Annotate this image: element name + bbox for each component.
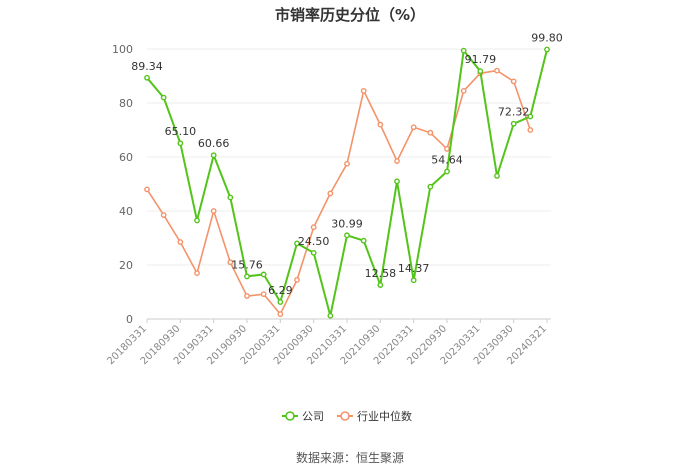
data-point (310, 249, 317, 256)
data-label: 99.80 (531, 32, 563, 45)
data-point (494, 172, 500, 179)
data-label: 54.64 (431, 153, 463, 166)
data-point (410, 277, 417, 284)
data-label: 65.10 (165, 125, 197, 138)
data-point (277, 299, 284, 305)
data-point (294, 276, 300, 283)
data-point (294, 240, 300, 247)
data-point (177, 140, 184, 147)
data-point (210, 208, 217, 214)
y-tick-label: 60 (119, 151, 133, 164)
data-point (427, 129, 434, 136)
data-label: 30.99 (331, 217, 363, 230)
data-point (310, 224, 317, 231)
data-point (377, 282, 384, 288)
data-point (227, 259, 234, 266)
data-label: 6.29 (268, 284, 293, 297)
data-label: 14.37 (398, 262, 430, 275)
data-point (360, 87, 367, 94)
data-point (544, 46, 550, 53)
data-point (527, 113, 534, 120)
series-line (146, 69, 532, 316)
data-label: 15.76 (231, 258, 263, 271)
legend[interactable]: 公司 行业中位数 (282, 409, 412, 423)
data-label: 91.79 (465, 53, 497, 66)
data-point (160, 212, 167, 218)
y-tick-label: 80 (119, 97, 133, 110)
legend-item[interactable]: 行业中位数 (337, 409, 412, 423)
data-point (377, 121, 384, 128)
data-point (510, 78, 517, 85)
data-point (194, 217, 200, 224)
y-axis: 0 20 40 60 80 100 (112, 43, 133, 326)
data-point (444, 168, 450, 175)
data-point (394, 158, 400, 164)
data-point (144, 74, 150, 81)
data-point (344, 232, 350, 239)
legend-marker (285, 411, 295, 421)
legend-label: 公司 (302, 410, 324, 423)
legend-item[interactable]: 公司 (282, 410, 324, 423)
source-note: 数据来源：恒生聚源 (296, 450, 404, 465)
data-point (277, 311, 284, 318)
grid (147, 48, 551, 320)
data-point (394, 178, 400, 185)
data-point (327, 190, 334, 197)
y-tick-label: 40 (119, 205, 133, 218)
y-tick-label: 0 (126, 313, 133, 326)
data-point (144, 186, 150, 193)
data-point (477, 68, 484, 75)
data-point (360, 237, 367, 244)
chart-title: 市销率历史分位（%） (275, 6, 425, 24)
x-axis: 2018033120180930201903312019093020200331… (105, 319, 549, 367)
y-tick-label: 20 (119, 259, 133, 272)
series-group (144, 46, 550, 319)
data-point (160, 94, 167, 101)
data-point (410, 124, 417, 131)
series-line (146, 48, 548, 317)
data-point (427, 183, 434, 190)
data-point (210, 152, 217, 159)
data-point (510, 120, 517, 127)
data-point (177, 239, 184, 245)
data-label: 89.34 (131, 60, 163, 73)
data-label: 24.50 (298, 235, 330, 248)
data-point (444, 145, 450, 152)
legend-label: 行业中位数 (357, 409, 412, 423)
data-label: 72.32 (498, 106, 530, 119)
data-point (527, 127, 534, 133)
data-point (460, 47, 467, 54)
legend-marker (340, 411, 350, 421)
data-point (344, 160, 350, 167)
data-point (494, 67, 500, 74)
data-point (244, 293, 250, 299)
data-point (460, 87, 467, 94)
data-point (260, 291, 267, 298)
data-point (227, 194, 234, 201)
y-tick-label: 100 (112, 43, 133, 56)
data-label: 12.58 (365, 267, 397, 280)
data-point (327, 312, 334, 319)
data-point (194, 270, 200, 276)
data-point (244, 273, 250, 280)
data-point (260, 271, 267, 278)
data-label: 60.66 (198, 137, 230, 150)
